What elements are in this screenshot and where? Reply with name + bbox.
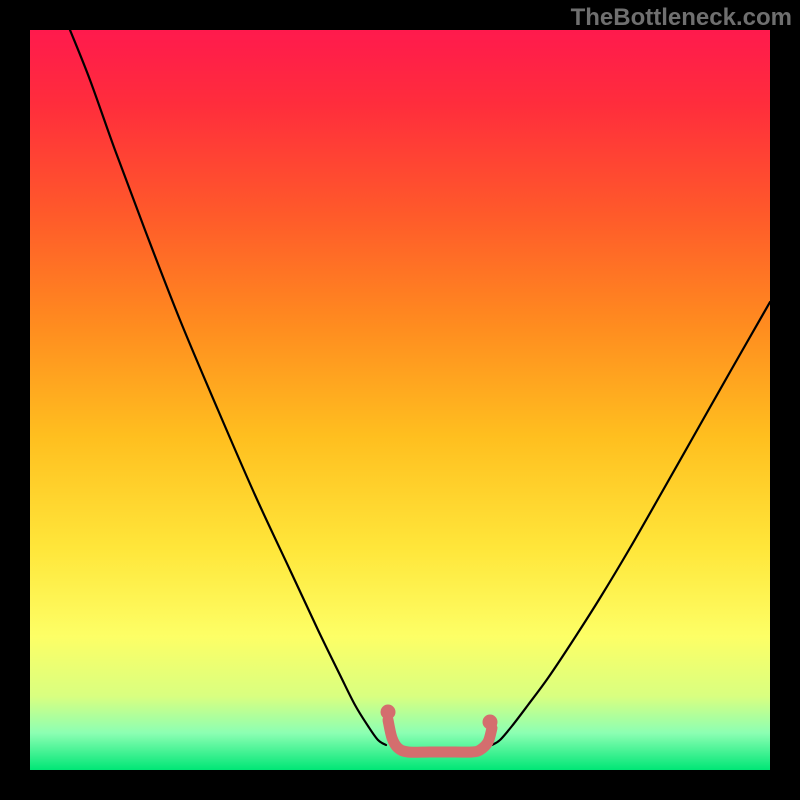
left-curve xyxy=(70,30,386,745)
curve-overlay xyxy=(0,0,800,800)
marker-dot-right xyxy=(483,715,498,730)
watermark-label: TheBottleneck.com xyxy=(571,4,792,32)
right-curve xyxy=(492,302,770,745)
marker-dot-left xyxy=(381,705,396,720)
chart-root: TheBottleneck.com xyxy=(0,0,800,800)
marker-connector xyxy=(388,720,492,752)
